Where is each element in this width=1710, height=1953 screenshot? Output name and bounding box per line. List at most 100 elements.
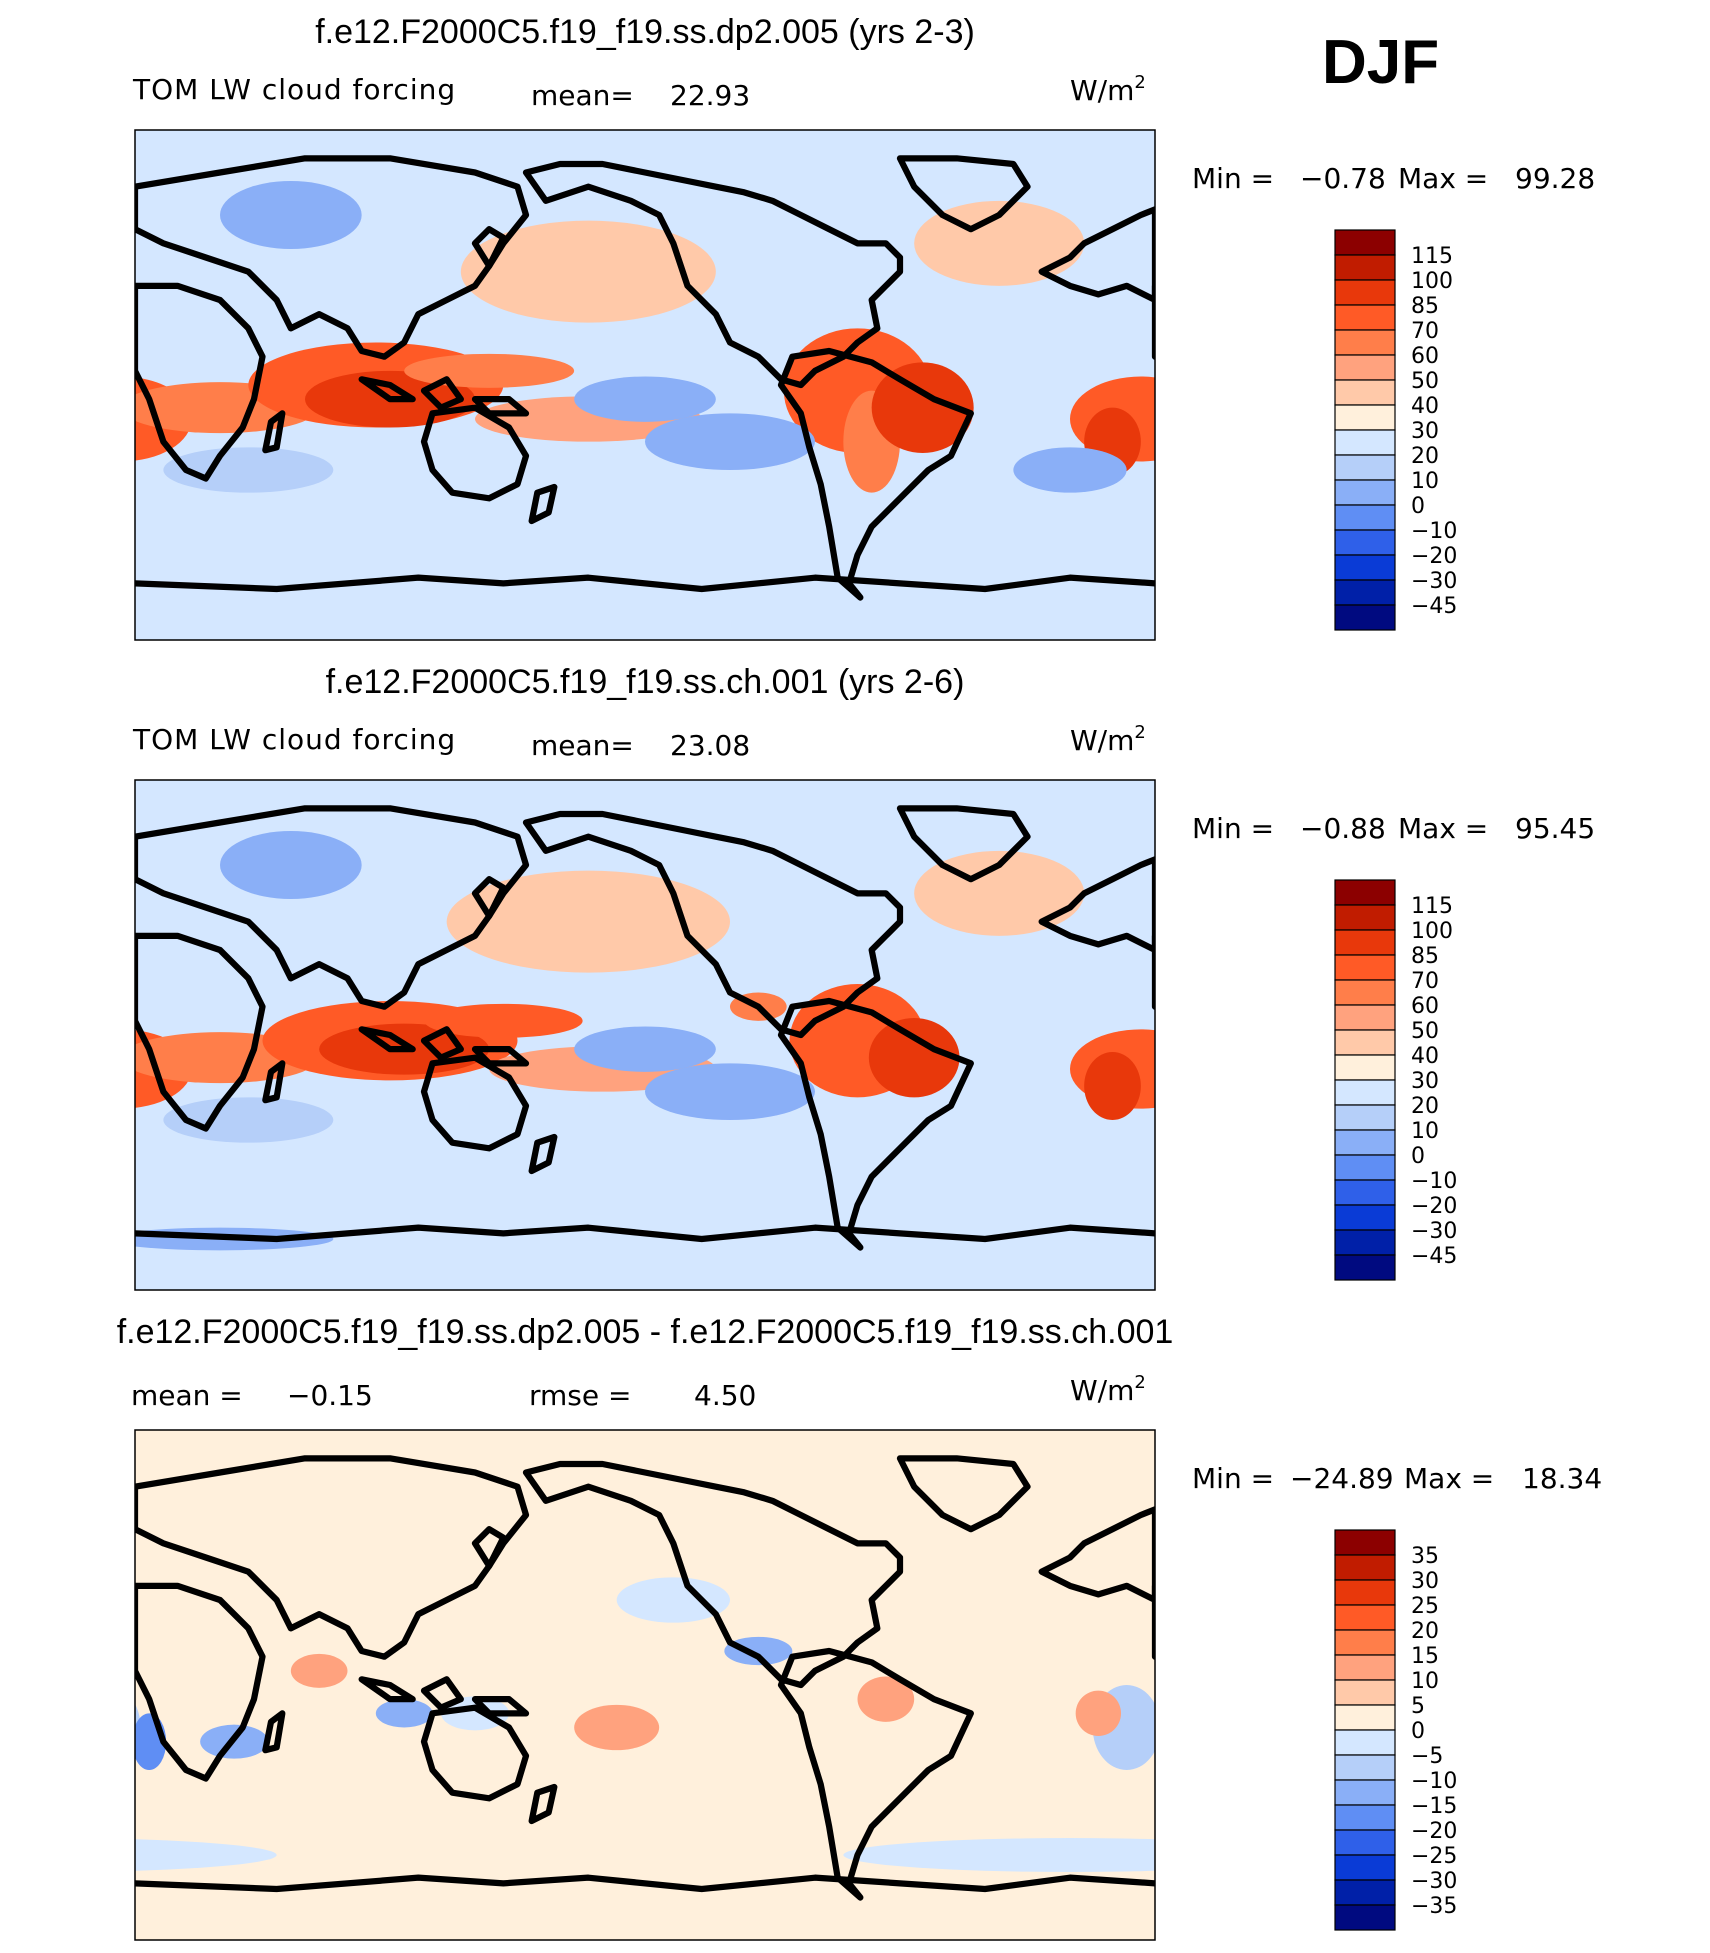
panel-1-field-patch-9: [404, 353, 575, 388]
panel-3-colorbar-tick-9: −10: [1411, 1769, 1457, 1794]
panel-2-min-value: −0.88: [1300, 812, 1386, 845]
panel-2-colorbar-tick-14: −45: [1411, 1244, 1457, 1269]
panel-3-colorbar-tick-10: −15: [1411, 1794, 1457, 1819]
panel-1-colorbar-swatch-7: [1334, 404, 1396, 431]
panel-2-colorbar-swatch-5: [1334, 1004, 1396, 1031]
panel-3-field-patch-11: [843, 1838, 1155, 1872]
panel-1-variable: TOM LW cloud forcing: [132, 73, 456, 106]
panel-3-min-value: −24.89: [1290, 1462, 1394, 1495]
panel-1-colorbar-tick-3: 70: [1411, 319, 1439, 344]
panel-3-colorbar-tick-13: −30: [1411, 1869, 1457, 1894]
panel-3-colorbar-tick-1: 30: [1411, 1569, 1439, 1594]
panel-3-colorbar-swatch-11: [1334, 1804, 1396, 1831]
panel-2-colorbar-tick-0: 115: [1411, 894, 1453, 919]
panel-3-colorbar-tick-0: 35: [1411, 1544, 1439, 1569]
panel-3-colorbar-swatch-8: [1334, 1729, 1396, 1756]
panel-1-colorbar-swatch-5: [1334, 354, 1396, 381]
panel-3-field-patch-11-wrap: [135, 1839, 277, 1871]
panel-3-colorbar-tick-6: 5: [1411, 1694, 1425, 1719]
panel-3-colorbar-tick-11: −20: [1411, 1819, 1457, 1844]
panel-3-field-patch-10: [441, 1696, 509, 1731]
panel-1-mean-value: 22.93: [670, 79, 750, 112]
panel-1-units: W/m2: [1070, 72, 1146, 107]
panel-1-colorbar-swatch-15: [1334, 604, 1396, 631]
panel-3-units-base: W/m: [1070, 1374, 1134, 1407]
panel-2-colorbar-swatch-14: [1334, 1229, 1396, 1256]
panel-1-colorbar-tick-7: 30: [1411, 419, 1439, 444]
panel-1-colorbar-tick-4: 60: [1411, 344, 1439, 369]
panel-2-field-patch-8: [424, 1003, 583, 1038]
panel-3-colorbar-swatch-1: [1334, 1554, 1396, 1581]
panel-2-colorbar-swatch-11: [1334, 1154, 1396, 1181]
panel-3-colorbar-swatch-15: [1334, 1904, 1396, 1931]
panel-1-colorbar-swatch-13: [1334, 554, 1396, 581]
panel-3-units: W/m2: [1070, 1372, 1146, 1407]
panel-1-colorbar-swatch-10: [1334, 479, 1396, 506]
panel-2-colorbar-tick-6: 40: [1411, 1044, 1439, 1069]
panel-2-units-exp: 2: [1134, 722, 1145, 743]
panel-3-max-label: Max =: [1404, 1462, 1494, 1495]
panel-1-colorbar-tick-2: 85: [1411, 294, 1439, 319]
panel-1-colorbar-swatch-4: [1334, 329, 1396, 356]
panel-3-field-patch-9: [1075, 1690, 1122, 1737]
panel-1-max-value: 99.28: [1515, 162, 1595, 195]
panel-2-colorbar-tick-9: 10: [1411, 1119, 1439, 1144]
panel-2-colorbar-swatch-7: [1334, 1054, 1396, 1081]
panel-1-min-value: −0.78: [1300, 162, 1386, 195]
panel-3-map: [135, 1430, 1155, 1940]
panel-1-colorbar-swatch-1: [1334, 254, 1396, 281]
panel-3-colorbar-swatch-4: [1334, 1629, 1396, 1656]
panel-3-colorbar-swatch-3: [1334, 1604, 1396, 1631]
panel-2-colorbar-tick-3: 70: [1411, 969, 1439, 994]
panel-3-colorbar-swatch-14: [1334, 1879, 1396, 1906]
panel-3-colorbar-tick-2: 25: [1411, 1594, 1439, 1619]
panel-2-min-label: Min =: [1192, 812, 1274, 845]
panel-3-colorbar-swatch-12: [1334, 1829, 1396, 1856]
panel-3-field-patch-12: [616, 1577, 730, 1623]
panel-1-field-patch-17: [1013, 447, 1127, 493]
panel-2-max-label: Max =: [1398, 812, 1488, 845]
panel-2-colorbar-tick-7: 30: [1411, 1069, 1439, 1094]
panel-1-colorbar-swatch-0: [1334, 229, 1396, 256]
panel-2-colorbar-tick-13: −30: [1411, 1219, 1457, 1244]
panel-1-colorbar-swatch-2: [1334, 279, 1396, 306]
panel-2-variable: TOM LW cloud forcing: [132, 723, 456, 756]
panel-3-mean-label: mean =: [131, 1379, 243, 1412]
panel-2-field-patch-10: [446, 870, 730, 973]
panel-2-colorbar-swatch-2: [1334, 929, 1396, 956]
panel-2-colorbar-tick-1: 100: [1411, 919, 1453, 944]
panel-3-colorbar-tick-12: −25: [1411, 1844, 1457, 1869]
panel-3-field-patch-4: [290, 1653, 348, 1688]
panel-2-colorbar-swatch-4: [1334, 979, 1396, 1006]
panel-3-colorbar-swatch-6: [1334, 1679, 1396, 1706]
panel-2-field: [135, 780, 1155, 1290]
panel-2-field-patch-14: [645, 1063, 815, 1120]
panel-3-field-patch-5: [375, 1699, 433, 1728]
panel-3-rmse-label: rmse =: [529, 1379, 631, 1412]
panel-3-max-value: 18.34: [1522, 1462, 1602, 1495]
panel-2-colorbar-swatch-6: [1334, 1029, 1396, 1056]
panel-2-colorbar-swatch-9: [1334, 1104, 1396, 1131]
panel-1-field-patch-13: [574, 376, 716, 422]
panel-3-field-patch-6: [724, 1636, 793, 1666]
panel-1-colorbar-swatch-3: [1334, 304, 1396, 331]
panel-3-colorbar-swatch-5: [1334, 1654, 1396, 1681]
panel-1-units-base: W/m: [1070, 74, 1134, 107]
panel-3-mean-value: −0.15: [287, 1379, 373, 1412]
panel-1-colorbar-tick-9: 10: [1411, 469, 1439, 494]
panel-3-colorbar-tick-5: 10: [1411, 1669, 1439, 1694]
panel-2-frame: [134, 779, 1156, 1291]
panel-2-map: [135, 780, 1155, 1290]
panel-1-colorbar-swatch-12: [1334, 529, 1396, 556]
panel-3-colorbar-tick-3: 20: [1411, 1619, 1439, 1644]
panel-2-mean-label: mean=: [531, 729, 634, 762]
panel-1-colorbar-tick-5: 50: [1411, 369, 1439, 394]
panel-2-colorbar-tick-11: −10: [1411, 1169, 1457, 1194]
panel-2-colorbar-swatch-3: [1334, 954, 1396, 981]
panel-1-colorbar-tick-10: 0: [1411, 494, 1425, 519]
panel-3-colorbar-tick-8: −5: [1411, 1744, 1443, 1769]
panel-1-colorbar-swatch-14: [1334, 579, 1396, 606]
panel-3-field-patch-1-wrap: [135, 1704, 141, 1751]
panel-3-rmse-value: 4.50: [694, 1379, 756, 1412]
panel-1-colorbar-tick-13: −30: [1411, 569, 1457, 594]
